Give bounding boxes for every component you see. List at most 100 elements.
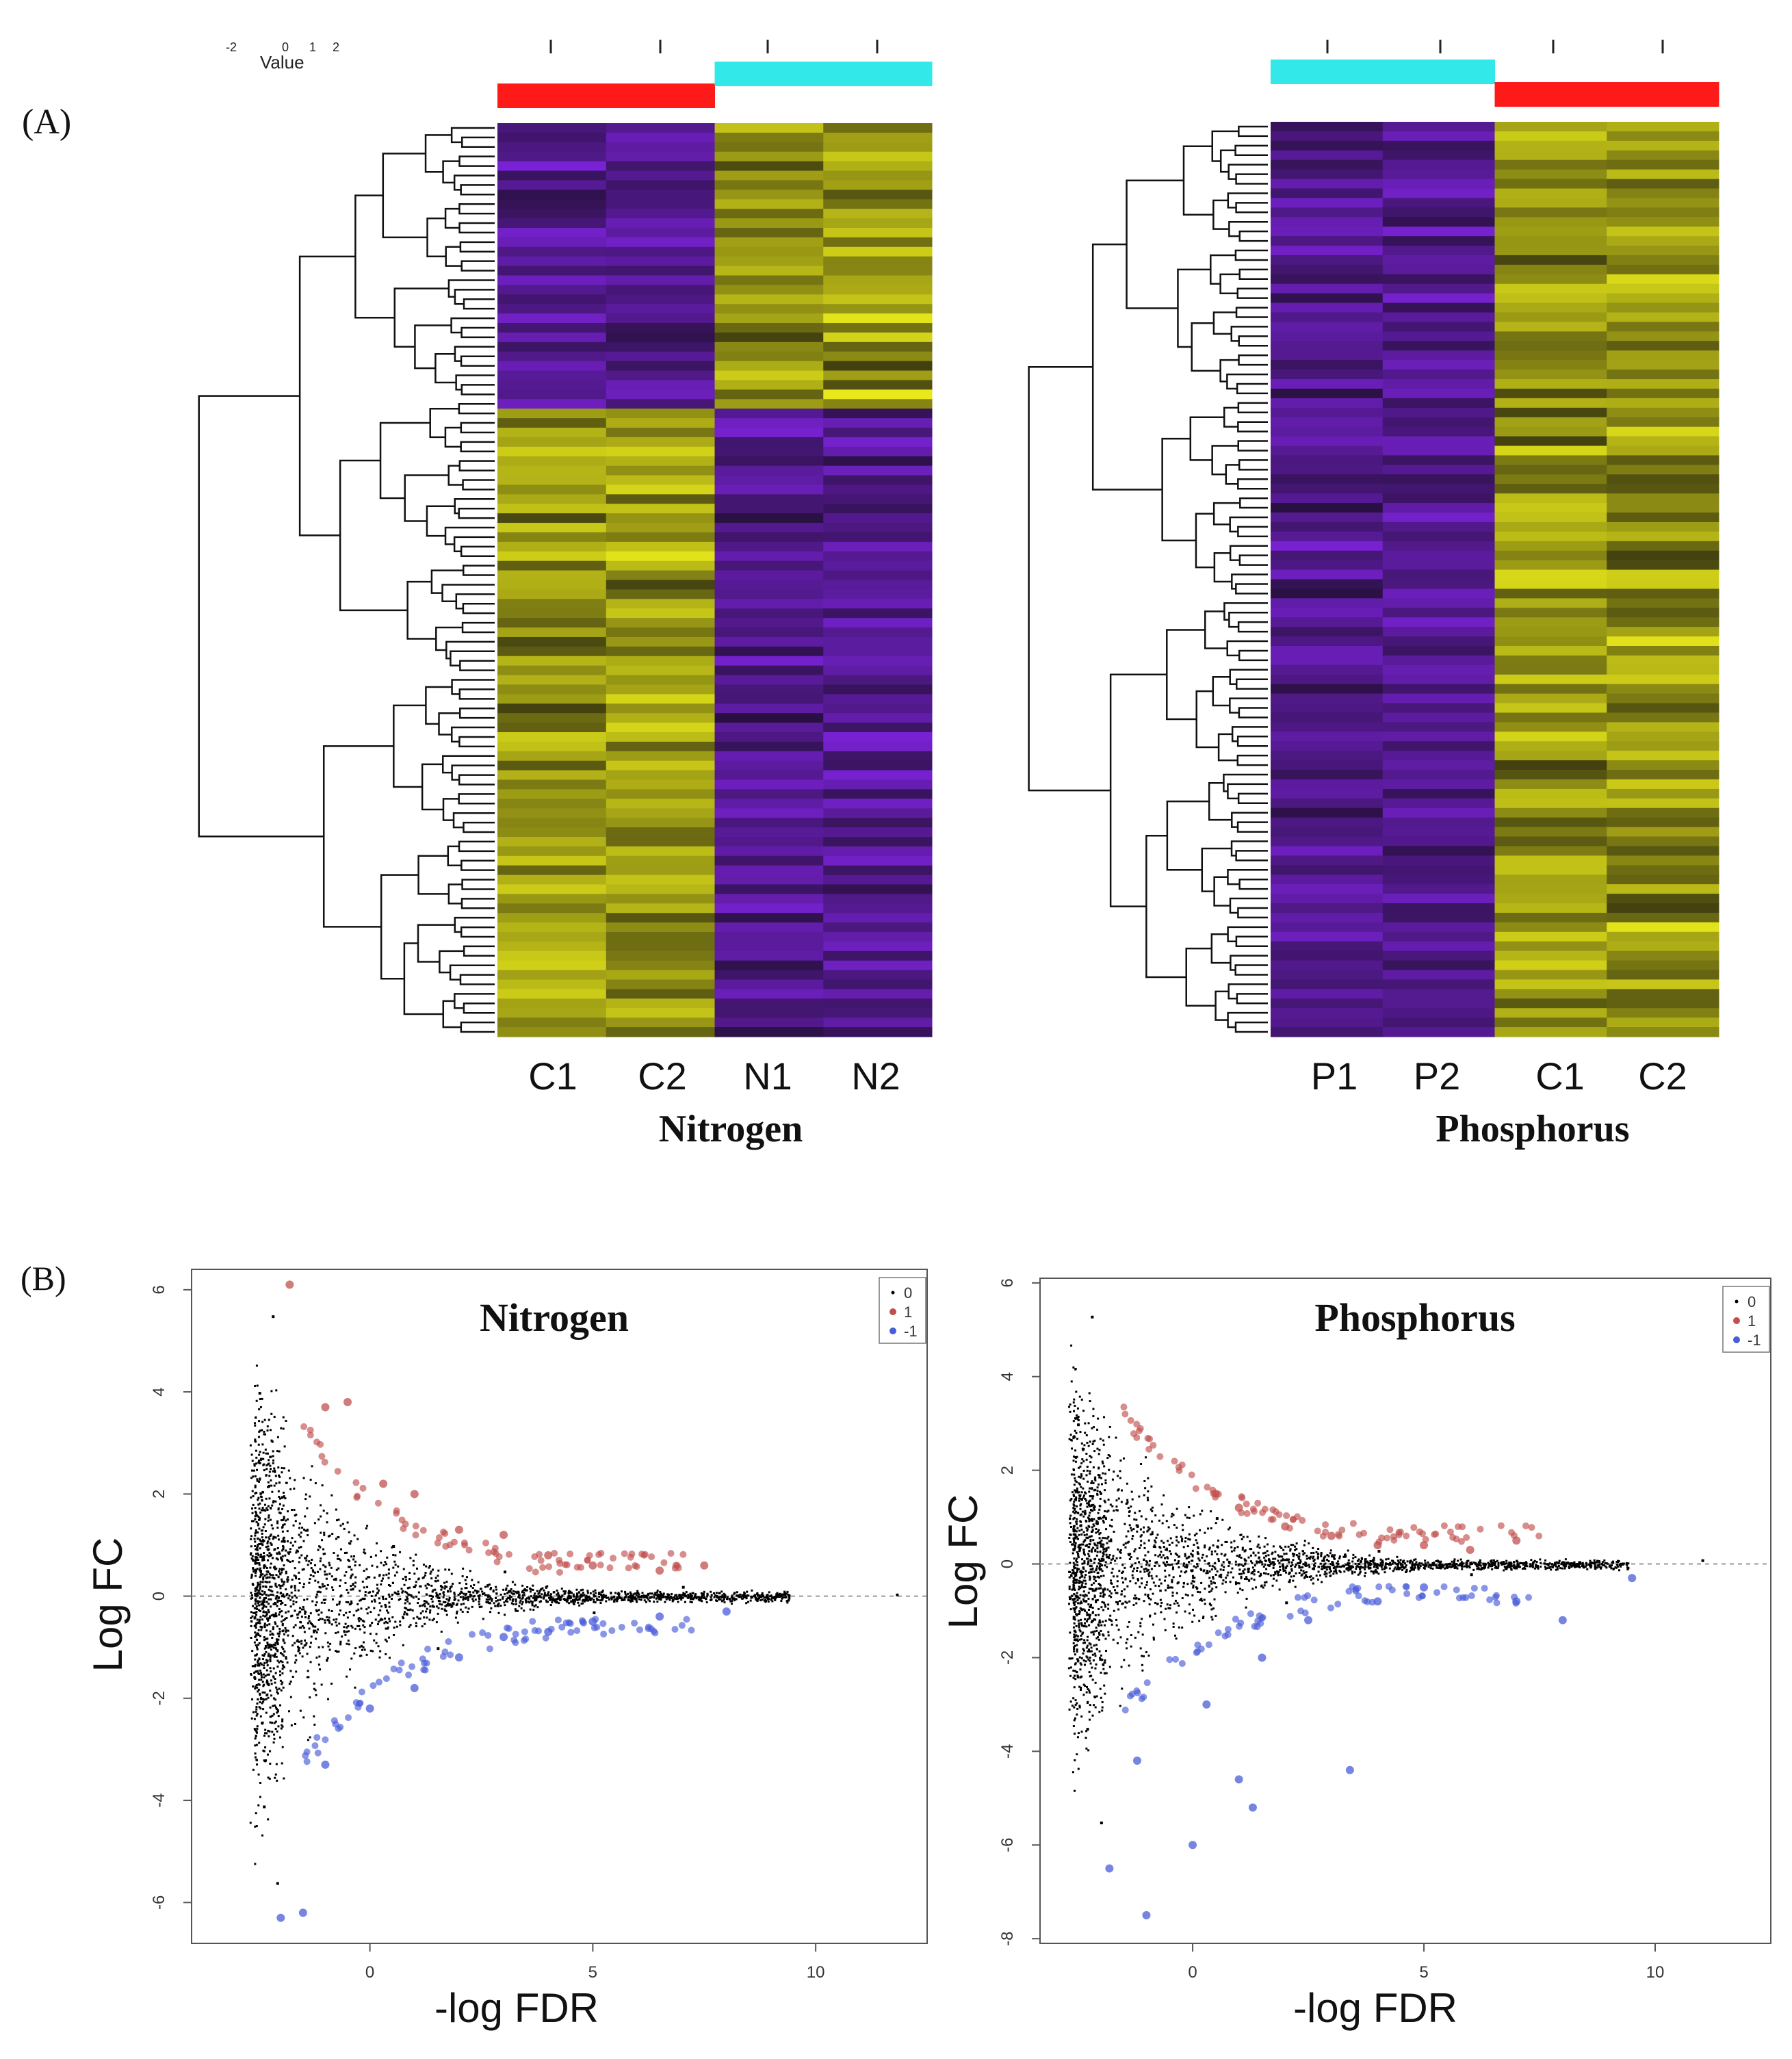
point-ns bbox=[268, 1471, 271, 1473]
point-ns bbox=[538, 1592, 541, 1594]
point-ns bbox=[575, 1588, 578, 1591]
point-ns bbox=[315, 1656, 318, 1659]
point-ns bbox=[352, 1583, 354, 1585]
point-ns bbox=[295, 1551, 298, 1554]
heatmap-cell bbox=[497, 599, 607, 609]
heatmap-cell bbox=[606, 970, 715, 981]
point-ns bbox=[308, 1620, 311, 1622]
dendrogram-branch bbox=[1236, 383, 1268, 395]
point-ns bbox=[1329, 1575, 1332, 1577]
point-ns bbox=[462, 1598, 465, 1601]
point-ns bbox=[299, 1536, 302, 1538]
heatmap-cell bbox=[1494, 484, 1607, 494]
point-ns bbox=[256, 1568, 259, 1570]
point-ns bbox=[329, 1642, 332, 1645]
point-ns bbox=[532, 1588, 534, 1591]
heatmap-cell bbox=[497, 370, 607, 381]
point-ns bbox=[269, 1658, 272, 1661]
heatmap-cell bbox=[823, 979, 933, 990]
point-ns bbox=[264, 1746, 267, 1749]
point-ns bbox=[347, 1601, 350, 1604]
point-ns bbox=[733, 1599, 736, 1602]
heatmap-cell bbox=[497, 532, 607, 543]
point-ns bbox=[677, 1601, 679, 1603]
point-ns bbox=[254, 1424, 257, 1427]
point-ns bbox=[250, 1453, 253, 1456]
point-ns bbox=[681, 1585, 685, 1589]
heatmap-cell bbox=[1607, 779, 1719, 790]
point-ns bbox=[333, 1618, 335, 1621]
point-ns bbox=[1143, 1526, 1145, 1529]
point-ns bbox=[1609, 1566, 1612, 1568]
point-ns bbox=[262, 1464, 265, 1466]
point-ns bbox=[531, 1602, 534, 1605]
point-ns bbox=[336, 1557, 339, 1560]
dendrogram-branch bbox=[1236, 287, 1268, 299]
point-ns bbox=[352, 1588, 354, 1590]
heatmap-cell bbox=[1271, 122, 1384, 132]
point-ns bbox=[404, 1602, 406, 1605]
heatmap-cell bbox=[1607, 188, 1719, 199]
heatmap-cell bbox=[823, 190, 933, 200]
heatmap-cell bbox=[1494, 569, 1607, 580]
point-ns bbox=[322, 1553, 325, 1555]
heatmap-cell bbox=[497, 580, 607, 591]
y-tick-label: -6 bbox=[150, 1895, 168, 1910]
heatmap-cell bbox=[1382, 712, 1495, 723]
point-ns bbox=[1095, 1627, 1098, 1629]
point-ns bbox=[1601, 1561, 1604, 1564]
point-ns bbox=[267, 1818, 270, 1821]
point-ns bbox=[313, 1715, 315, 1718]
point-ns bbox=[608, 1598, 611, 1601]
point-ns bbox=[254, 1544, 257, 1547]
heatmap-cell bbox=[1607, 246, 1719, 256]
point-ns bbox=[521, 1590, 524, 1592]
point-ns bbox=[254, 1384, 257, 1387]
heatmap-cell bbox=[497, 760, 607, 771]
heatmap-cell bbox=[1271, 388, 1384, 399]
point-ns bbox=[282, 1638, 285, 1641]
point-ns bbox=[267, 1609, 270, 1611]
point-ns bbox=[254, 1603, 257, 1605]
point-ns bbox=[279, 1512, 282, 1515]
heatmap-cell bbox=[1494, 608, 1607, 618]
point-ns bbox=[270, 1645, 272, 1648]
point-ns bbox=[263, 1622, 266, 1625]
point-ns bbox=[601, 1598, 604, 1601]
point-ns bbox=[1074, 1510, 1077, 1513]
point-ns bbox=[628, 1596, 631, 1598]
point-ns bbox=[1098, 1562, 1100, 1565]
point-ns bbox=[1256, 1562, 1258, 1564]
point-ns bbox=[675, 1594, 678, 1596]
point-ns bbox=[1233, 1549, 1236, 1552]
point-ns bbox=[351, 1626, 354, 1629]
heatmap-cell bbox=[1607, 236, 1719, 246]
point-ns bbox=[275, 1574, 278, 1577]
point-ns bbox=[750, 1595, 753, 1598]
legend-marker bbox=[889, 1328, 896, 1334]
heatmap-cell bbox=[1494, 884, 1607, 894]
heatmap-cell bbox=[1382, 465, 1495, 475]
point-ns bbox=[489, 1595, 491, 1598]
point-ns bbox=[263, 1638, 266, 1641]
point-ns bbox=[1092, 1408, 1095, 1410]
heatmap-cell bbox=[497, 199, 607, 209]
point-ns bbox=[1077, 1538, 1080, 1540]
heatmap-cell bbox=[606, 218, 715, 229]
point-ns bbox=[378, 1656, 381, 1659]
heatmap-cell bbox=[1382, 122, 1495, 132]
point-ns bbox=[773, 1596, 776, 1598]
point-ns bbox=[298, 1646, 300, 1649]
heatmap-cell bbox=[714, 808, 824, 818]
point-ns bbox=[664, 1595, 667, 1598]
heatmap-cell bbox=[606, 199, 715, 209]
point-ns bbox=[1075, 1432, 1078, 1434]
point-ns bbox=[1226, 1574, 1229, 1577]
heatmap-cell bbox=[1382, 931, 1495, 942]
point-ns bbox=[266, 1542, 269, 1544]
heatmap-cell bbox=[714, 475, 824, 486]
point-ns bbox=[478, 1598, 481, 1601]
heatmap-cell bbox=[1607, 941, 1719, 952]
point-ns bbox=[283, 1642, 286, 1644]
